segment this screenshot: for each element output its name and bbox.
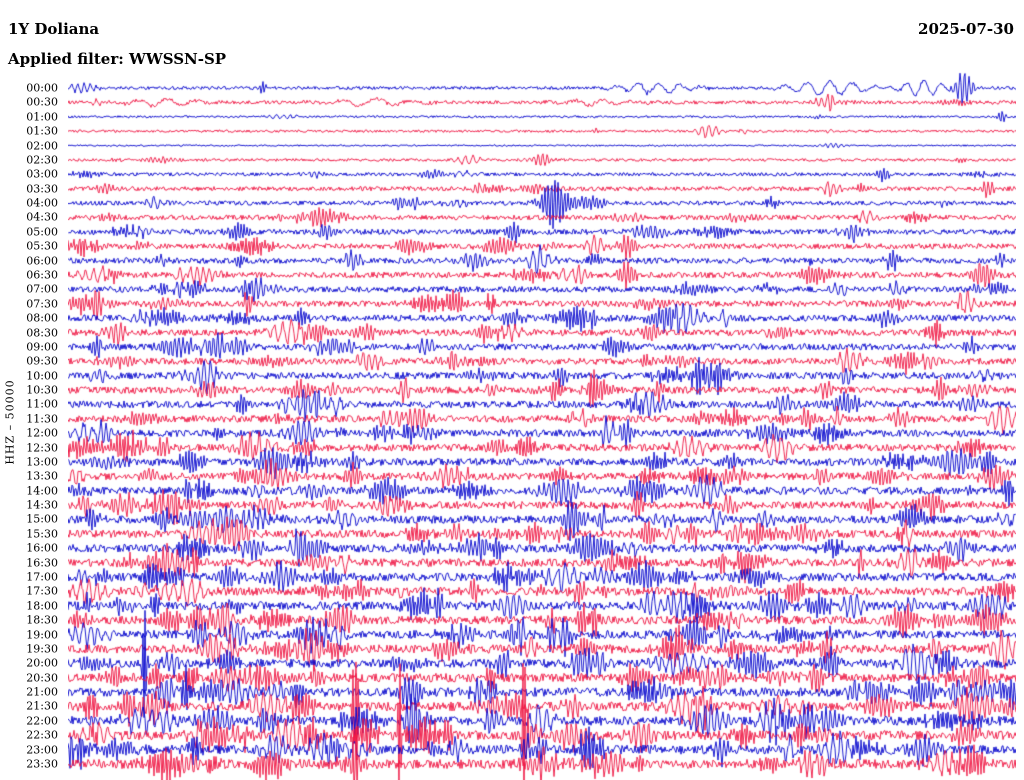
time-label: 12:30	[26, 441, 58, 455]
time-label: 19:00	[26, 628, 58, 642]
time-label: 10:30	[26, 383, 58, 397]
time-label: 10:00	[26, 369, 58, 383]
time-label: 09:30	[26, 354, 58, 368]
time-label: 01:00	[26, 110, 58, 124]
time-label: 01:30	[26, 124, 58, 138]
time-label: 23:00	[26, 743, 58, 757]
time-label: 15:30	[26, 527, 58, 541]
time-label: 14:00	[26, 484, 58, 498]
time-label: 17:00	[26, 570, 58, 584]
time-label: 17:30	[26, 584, 58, 598]
time-label: 20:30	[26, 671, 58, 685]
time-label: 04:30	[26, 210, 58, 224]
time-label: 08:00	[26, 311, 58, 325]
time-label: 14:30	[26, 498, 58, 512]
time-axis: 00:00 00:30 01:00 01:30 02:00 02:30 03:00 03:30…	[0, 0, 64, 780]
time-label: 12:00	[26, 426, 58, 440]
time-label: 19:30	[26, 642, 58, 656]
time-label: 05:00	[26, 225, 58, 239]
time-label: 11:00	[26, 397, 58, 411]
time-label: 07:00	[26, 282, 58, 296]
time-label: 09:00	[26, 340, 58, 354]
time-label: 21:00	[26, 685, 58, 699]
time-label: 00:30	[26, 95, 58, 109]
time-label: 18:30	[26, 613, 58, 627]
time-label: 22:30	[26, 728, 58, 742]
time-label: 07:30	[26, 297, 58, 311]
time-label: 06:00	[26, 254, 58, 268]
time-label: 08:30	[26, 326, 58, 339]
time-label: 02:00	[26, 139, 58, 153]
time-label: 23:30	[26, 757, 58, 771]
time-label: 16:00	[26, 541, 58, 555]
time-label: 03:30	[26, 182, 58, 196]
time-label: 11:30	[26, 412, 58, 426]
time-label: 15:00	[26, 512, 58, 526]
time-label: 13:30	[26, 469, 58, 483]
time-label: 00:00	[26, 81, 58, 95]
time-label: 21:30	[26, 699, 58, 713]
time-label: 04:00	[26, 196, 58, 210]
time-label: 03:00	[26, 167, 58, 181]
time-label: 05:30	[26, 239, 58, 253]
time-label: 06:30	[26, 268, 58, 282]
time-label: 20:00	[26, 656, 58, 670]
time-label: 13:00	[26, 455, 58, 469]
time-label: 22:00	[26, 714, 58, 728]
time-label: 18:00	[26, 599, 58, 613]
time-label: 02:30	[26, 153, 58, 167]
time-label: 16:30	[26, 556, 58, 570]
seismogram-canvas	[68, 0, 1016, 780]
